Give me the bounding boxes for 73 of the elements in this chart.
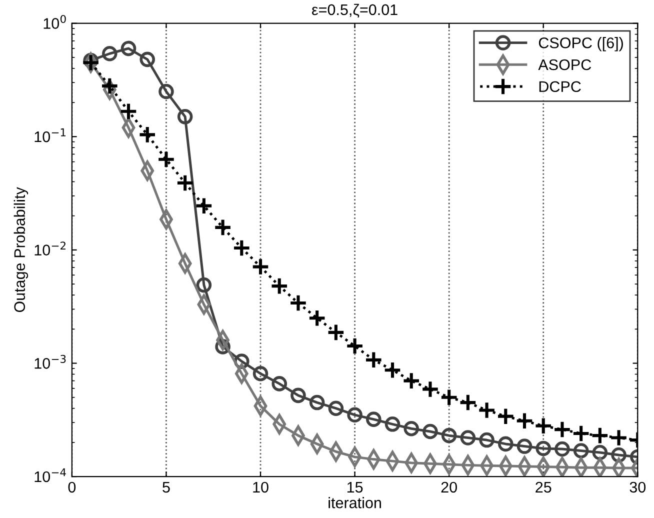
- point: [534, 416, 553, 436]
- x-tick-label: 10: [253, 482, 268, 493]
- x-tick-label: 30: [630, 482, 646, 493]
- x-tick-label: 20: [441, 482, 457, 493]
- point: [272, 376, 288, 392]
- point: [252, 366, 268, 382]
- point: [402, 372, 421, 390]
- y-tick-label: 10$^{−3}$: [34, 354, 66, 369]
- point: [553, 420, 572, 439]
- y-tick-label: 10$^{−2}$: [34, 242, 66, 256]
- point: [572, 424, 590, 443]
- point: [366, 412, 382, 427]
- y-tick-label: 10$^{−1}$: [34, 128, 66, 142]
- y-tick-label: 10$^{−4}$: [34, 468, 66, 482]
- point: [102, 46, 118, 62]
- point: [536, 440, 552, 456]
- point: [554, 441, 570, 457]
- legend-label: CSOPC ([6]): [538, 37, 623, 52]
- point: [157, 150, 176, 169]
- point: [404, 420, 420, 436]
- chart-title: ε=0.5,ζ=0.01: [312, 4, 398, 18]
- point: [196, 277, 212, 293]
- point: [308, 308, 326, 328]
- point: [496, 407, 515, 426]
- point: [289, 294, 308, 312]
- point: [498, 436, 514, 452]
- point: [458, 393, 478, 412]
- point: [592, 444, 608, 460]
- y-tick-label: 10$^{0}$: [44, 14, 66, 29]
- point: [383, 360, 402, 380]
- point: [422, 424, 438, 440]
- point: [574, 457, 588, 477]
- point: [120, 40, 136, 56]
- x-tick-label: 15: [347, 482, 363, 493]
- point: [478, 401, 496, 420]
- point: [364, 350, 383, 370]
- point: [290, 388, 306, 404]
- point: [347, 407, 362, 423]
- point: [573, 443, 589, 458]
- x-tick-label: 25: [536, 482, 552, 493]
- x-tick-label: 5: [162, 482, 170, 493]
- point: [590, 426, 610, 445]
- point: [119, 102, 138, 121]
- point: [138, 126, 157, 144]
- point: [593, 457, 607, 477]
- point: [440, 388, 458, 407]
- legend-label: ASOPC: [538, 59, 592, 70]
- point: [326, 323, 346, 342]
- point: [100, 76, 119, 96]
- point: [421, 380, 440, 398]
- legend-label: DCPC: [539, 81, 581, 92]
- point: [158, 84, 174, 100]
- point: [232, 238, 251, 258]
- point: [516, 438, 532, 454]
- point: [176, 174, 194, 192]
- point: [460, 430, 476, 446]
- point: [441, 428, 457, 444]
- point: [479, 432, 494, 448]
- point: [140, 52, 156, 68]
- point: [515, 412, 534, 430]
- point: [346, 336, 364, 356]
- point: [384, 416, 400, 432]
- point: [309, 394, 325, 410]
- point: [270, 276, 289, 296]
- x-tick-label: 0: [68, 482, 76, 493]
- point: [251, 258, 270, 276]
- point: [610, 428, 628, 447]
- y-axis-title: Outage Probability: [14, 187, 28, 312]
- point: [214, 218, 232, 237]
- point: [194, 196, 214, 216]
- x-axis-title: iteration: [328, 497, 381, 508]
- point: [177, 109, 193, 124]
- point: [328, 400, 344, 416]
